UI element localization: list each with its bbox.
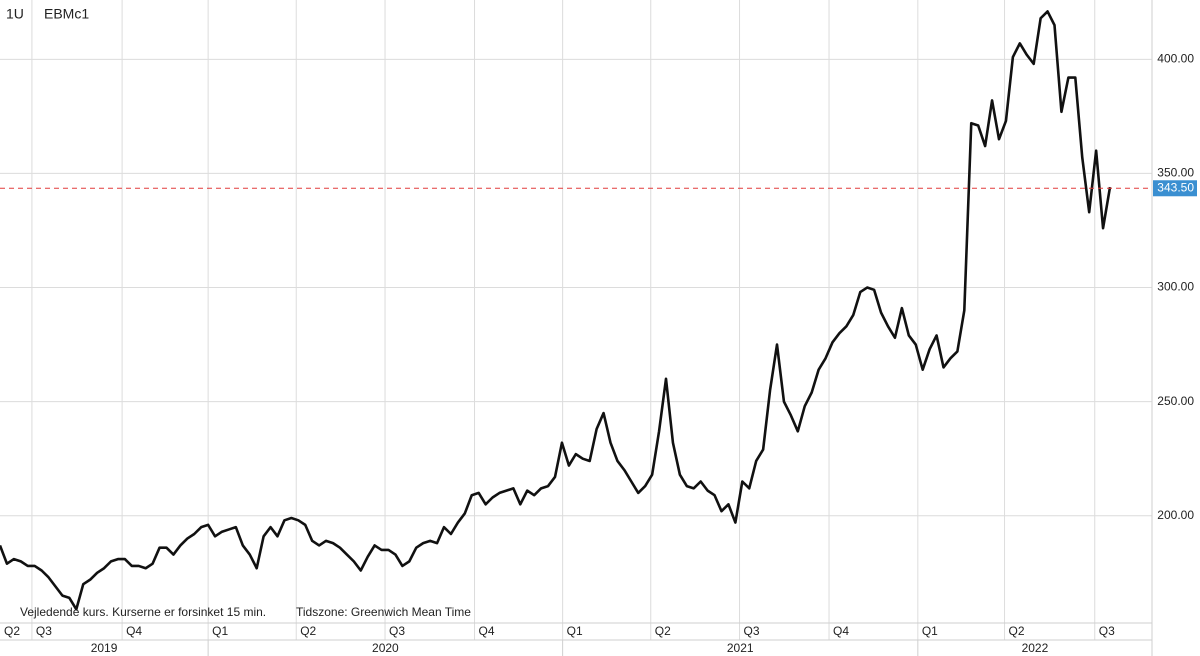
year-label: 2022 <box>1022 641 1049 655</box>
y-tick-label: 250.00 <box>1157 394 1194 408</box>
x-tick-label: Q3 <box>1099 624 1115 638</box>
symbol: EBMc1 <box>44 6 89 22</box>
price-line <box>0 10 1112 611</box>
note: Vejledende kurs. Kurserne er forsinket 1… <box>20 605 266 619</box>
year-label: 2020 <box>372 641 399 655</box>
x-tick-label: Q1 <box>922 624 938 638</box>
x-tick-label: Q3 <box>389 624 405 638</box>
x-tick-label: Q4 <box>833 624 849 638</box>
y-tick-label: 300.00 <box>1157 280 1194 294</box>
x-tick-label: Q2 <box>1009 624 1025 638</box>
x-tick-label: Q1 <box>212 624 228 638</box>
x-tick-label: Q2 <box>655 624 671 638</box>
y-tick-label: 350.00 <box>1157 166 1194 180</box>
x-tick-label: Q2 <box>4 624 20 638</box>
y-tick-label: 400.00 <box>1157 52 1194 66</box>
year-label: 2019 <box>91 641 118 655</box>
marks <box>0 10 1152 611</box>
x-tick-label: Q4 <box>479 624 495 638</box>
x-tick-label: Q1 <box>567 624 583 638</box>
y-tick-label: 200.00 <box>1157 508 1194 522</box>
x-tick-label: Q2 <box>300 624 316 638</box>
interval: 1U <box>6 6 24 22</box>
current-price-box <box>1153 180 1197 197</box>
timezone: Tidszone: Greenwich Mean Time <box>296 605 471 619</box>
x-tick-label: Q3 <box>36 624 52 638</box>
grid <box>0 0 1152 640</box>
x-tick-label: Q3 <box>744 624 760 638</box>
x-tick-label: Q4 <box>126 624 142 638</box>
year-label: 2021 <box>727 641 754 655</box>
current-price-label: 343.50 <box>1157 180 1194 194</box>
